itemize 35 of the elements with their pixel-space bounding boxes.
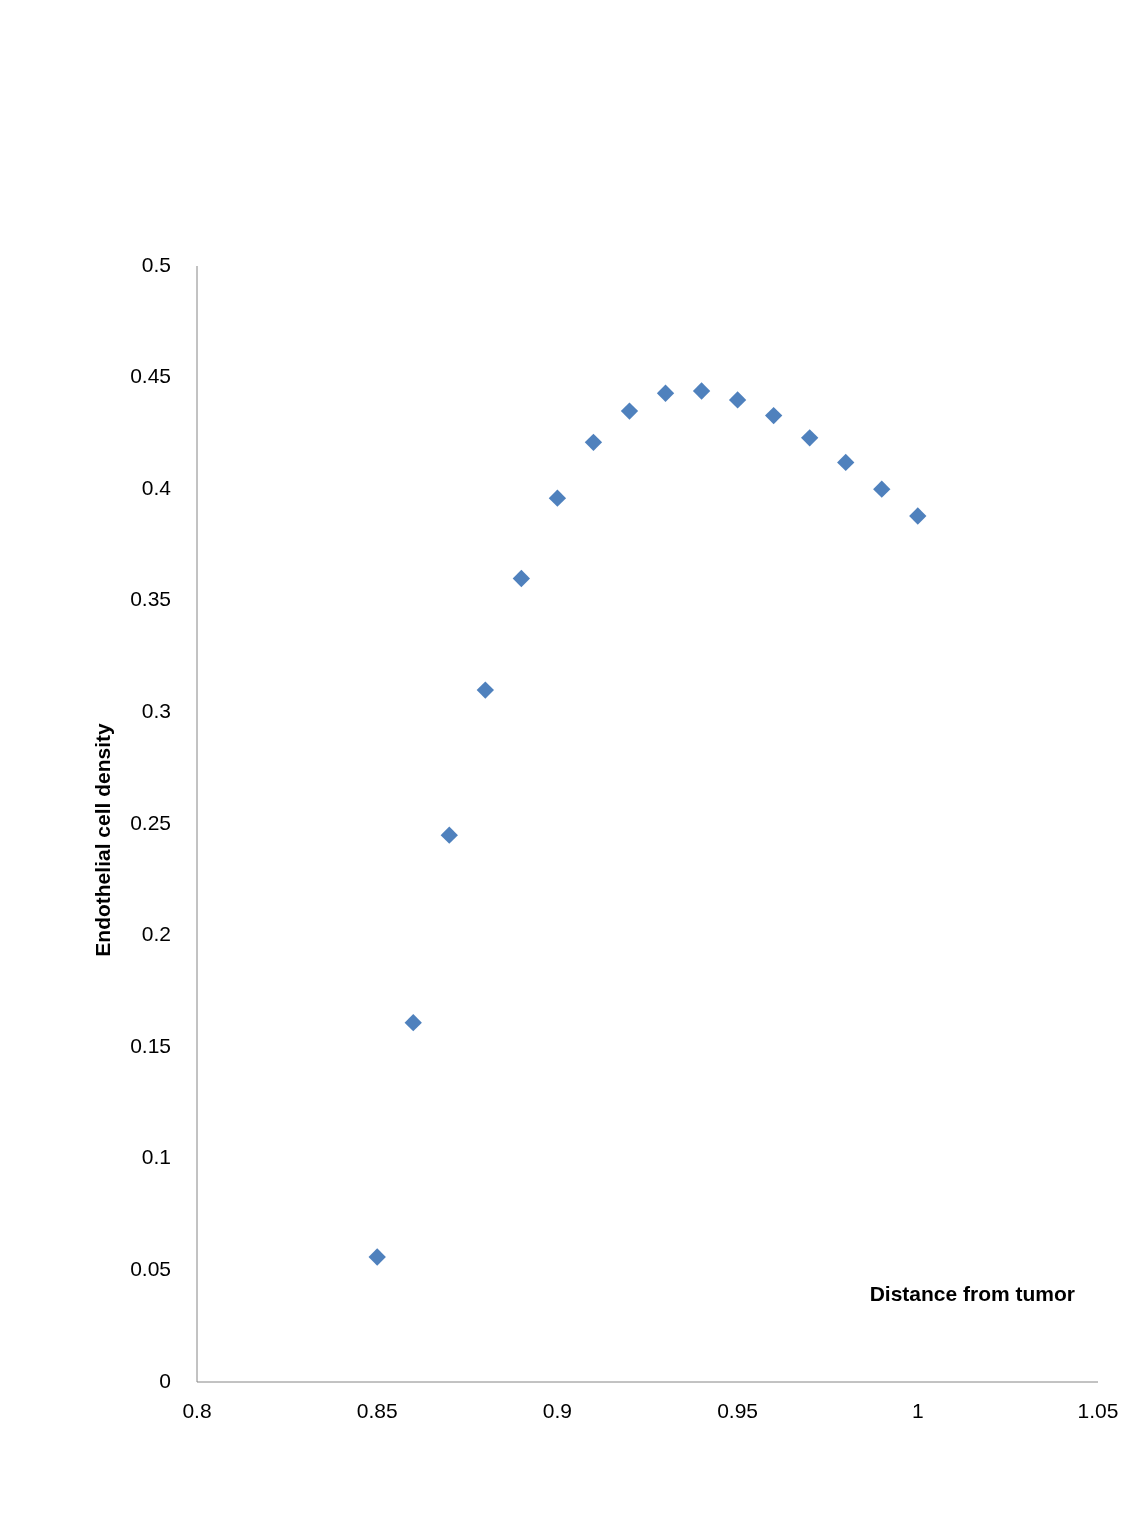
point	[801, 429, 819, 447]
x-tick-label: 0.95	[717, 1399, 759, 1422]
x-tick-label: 0.9	[542, 1399, 572, 1422]
point	[837, 453, 855, 472]
x-tick-label: 1	[911, 1399, 924, 1422]
y-tick-label: 0.2	[141, 922, 171, 946]
y-tick-label: 0.15	[130, 1033, 171, 1057]
y-tick-label: 0.05	[130, 1256, 171, 1280]
y-axis-title: Endothelial cell density	[91, 722, 114, 957]
point	[476, 681, 494, 699]
y-tick-label: 0.1	[141, 1145, 171, 1169]
x-tick-label: 1.05	[1077, 1399, 1119, 1422]
point	[873, 480, 891, 498]
point	[656, 384, 675, 402]
point	[584, 433, 603, 451]
point	[548, 489, 567, 507]
x-tick-label: 0.85	[356, 1399, 398, 1422]
x-axis-title: Distance from tumor	[869, 1282, 1075, 1305]
y-tick-label: 0.25	[130, 810, 171, 834]
y-tick-label: 0	[159, 1368, 171, 1392]
point	[764, 406, 783, 425]
point	[692, 382, 711, 400]
y-tick-label: 0.3	[141, 698, 171, 722]
x-tick-label: 0.8	[182, 1399, 212, 1422]
point	[440, 826, 458, 844]
y-tick-label: 0.4	[141, 475, 172, 499]
y-tick-label: 0.35	[130, 587, 171, 611]
point	[404, 1013, 422, 1032]
point	[909, 507, 927, 525]
point	[620, 402, 639, 420]
y-tick-label: 0.5	[141, 252, 171, 276]
y-tick-label: 0.45	[130, 364, 171, 388]
point	[512, 569, 531, 588]
point	[368, 1248, 386, 1266]
point	[728, 391, 747, 409]
